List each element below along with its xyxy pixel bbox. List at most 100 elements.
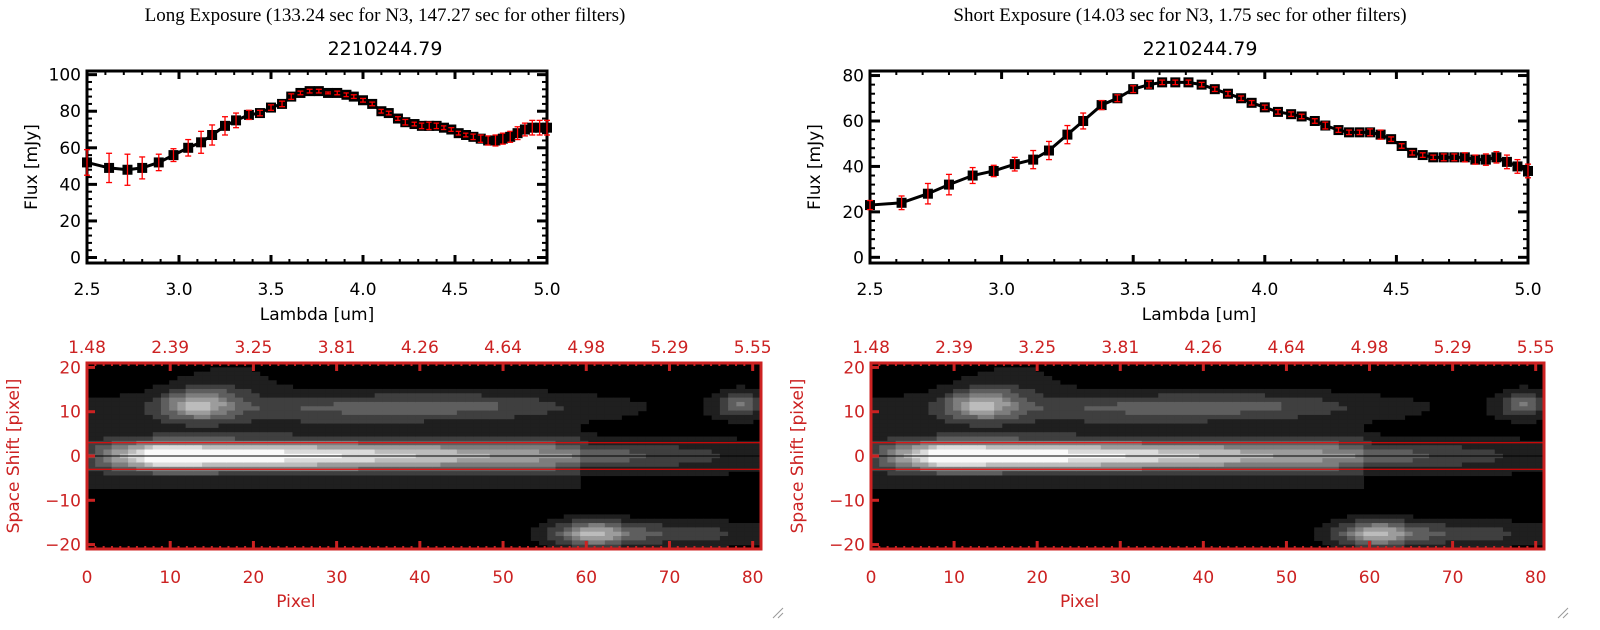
heatmap-cell [1437,523,1447,528]
heatmap-cell [1002,406,1012,412]
heatmap-cell [1141,432,1151,438]
heatmap-cell [1519,523,1529,528]
heatmap-cell [1002,479,1012,485]
heatmap-cell [1010,427,1020,433]
heatmap-cell [1338,462,1348,468]
error-bar [1130,85,1137,94]
heatmap-cell [1150,419,1159,425]
heatmap-cell [440,445,450,451]
heatmap-cell [977,462,987,468]
heatmap-cell [654,536,663,541]
resize-grip-icon[interactable] [770,605,784,619]
heatmap-cell [936,475,946,481]
heatmap-cell [1338,475,1348,481]
heatmap-cell [1355,401,1365,407]
heatmap-cell [1445,471,1455,477]
resize-grip-icon[interactable] [1555,605,1569,619]
heatmap-cell [1355,410,1365,416]
heatmap-cell [226,462,236,468]
error-bar [529,119,536,136]
heatmap-cell [977,414,987,420]
heatmap-cell [555,536,565,541]
heatmap-cell [497,406,507,412]
heatmap-cell [374,423,384,429]
heatmap-cell [1150,471,1159,477]
heatmap-cell [366,432,376,438]
heatmap-cell [374,445,384,451]
heatmap-cell [736,397,746,403]
heatmap-cell [1076,427,1085,433]
heatmap-cell [1338,479,1348,485]
heatmap-cell [1174,449,1184,455]
heatmap-cell [637,406,647,412]
heatmap-cell [1109,445,1118,451]
heatmap-cell [596,518,606,524]
heatmap-cell [325,479,335,485]
heatmap-cell [604,414,614,420]
heatmap-cell [87,449,96,455]
heatmap-cell [928,432,938,438]
heatmap-cell [399,414,409,420]
error-bar [1451,153,1458,162]
heatmap-cell [506,471,516,477]
error-bar [288,93,295,100]
heatmap-cell [350,475,359,481]
heatmap-cell [596,458,606,464]
heatmap-cell [736,440,746,446]
heatmap-cell [1347,527,1356,533]
heatmap-cell [736,401,746,407]
heatmap-cell [95,449,105,455]
heatmap-cell [1494,536,1504,541]
heatmap-cell [654,471,663,477]
heatmap-cell [1076,449,1085,455]
heatmap-cell [366,393,376,399]
heatmap-cell [473,479,483,485]
heatmap-cell [1215,419,1225,425]
heatmap-cell [1133,410,1143,416]
heatmap-cell [317,440,326,446]
heatmap-cell [752,393,762,399]
heatmap-cell [969,471,979,477]
heatmap-cell [448,393,458,399]
heatmap-cell [1002,423,1012,429]
error-bar [1114,94,1121,103]
heatmap-cell [928,414,938,420]
heatmap-cell [432,479,442,485]
heatmap-cell [325,432,335,438]
heatmap-cell [994,367,1003,373]
error-bar [402,118,409,126]
heatmap-cell [1314,406,1324,412]
heatmap-cell [1240,393,1250,399]
heatmap-cell [1084,449,1094,455]
heatmap-cell [308,479,318,485]
heatmap-cell [662,445,672,451]
error-bar [1045,140,1052,161]
heatmap-cell [1166,423,1176,429]
heatmap-cell [1002,471,1012,477]
heatmap-cell [1182,414,1192,420]
heatmap-cell [1191,479,1200,485]
heatmap-cell [87,458,96,464]
heatmap-cell [580,527,589,533]
heatmap-cell [571,518,581,524]
heatmap-cell [514,410,524,416]
heatmap-cell [604,458,614,464]
heatmap-cell [1117,471,1127,477]
heatmap-cell [152,414,162,420]
heatmap-cell [596,414,606,420]
heatmap-cell [571,544,581,550]
heatmap-cell [662,440,672,446]
heatmap-cell [1117,440,1127,446]
heatmap-cell [1330,527,1340,533]
heatmap-cell [1338,423,1348,429]
heatmap-cell [481,406,491,412]
heatmap-cell [1100,401,1110,407]
heatmap-cell [711,471,721,477]
heatmap-cell [555,527,565,533]
heatmap-cell [407,458,417,464]
heatmap-cell [645,440,655,446]
heatmap-cell [489,432,499,438]
heatmap-cell [1182,401,1192,407]
heatmap-cell [555,397,565,403]
heatmap-cell [1109,410,1118,416]
